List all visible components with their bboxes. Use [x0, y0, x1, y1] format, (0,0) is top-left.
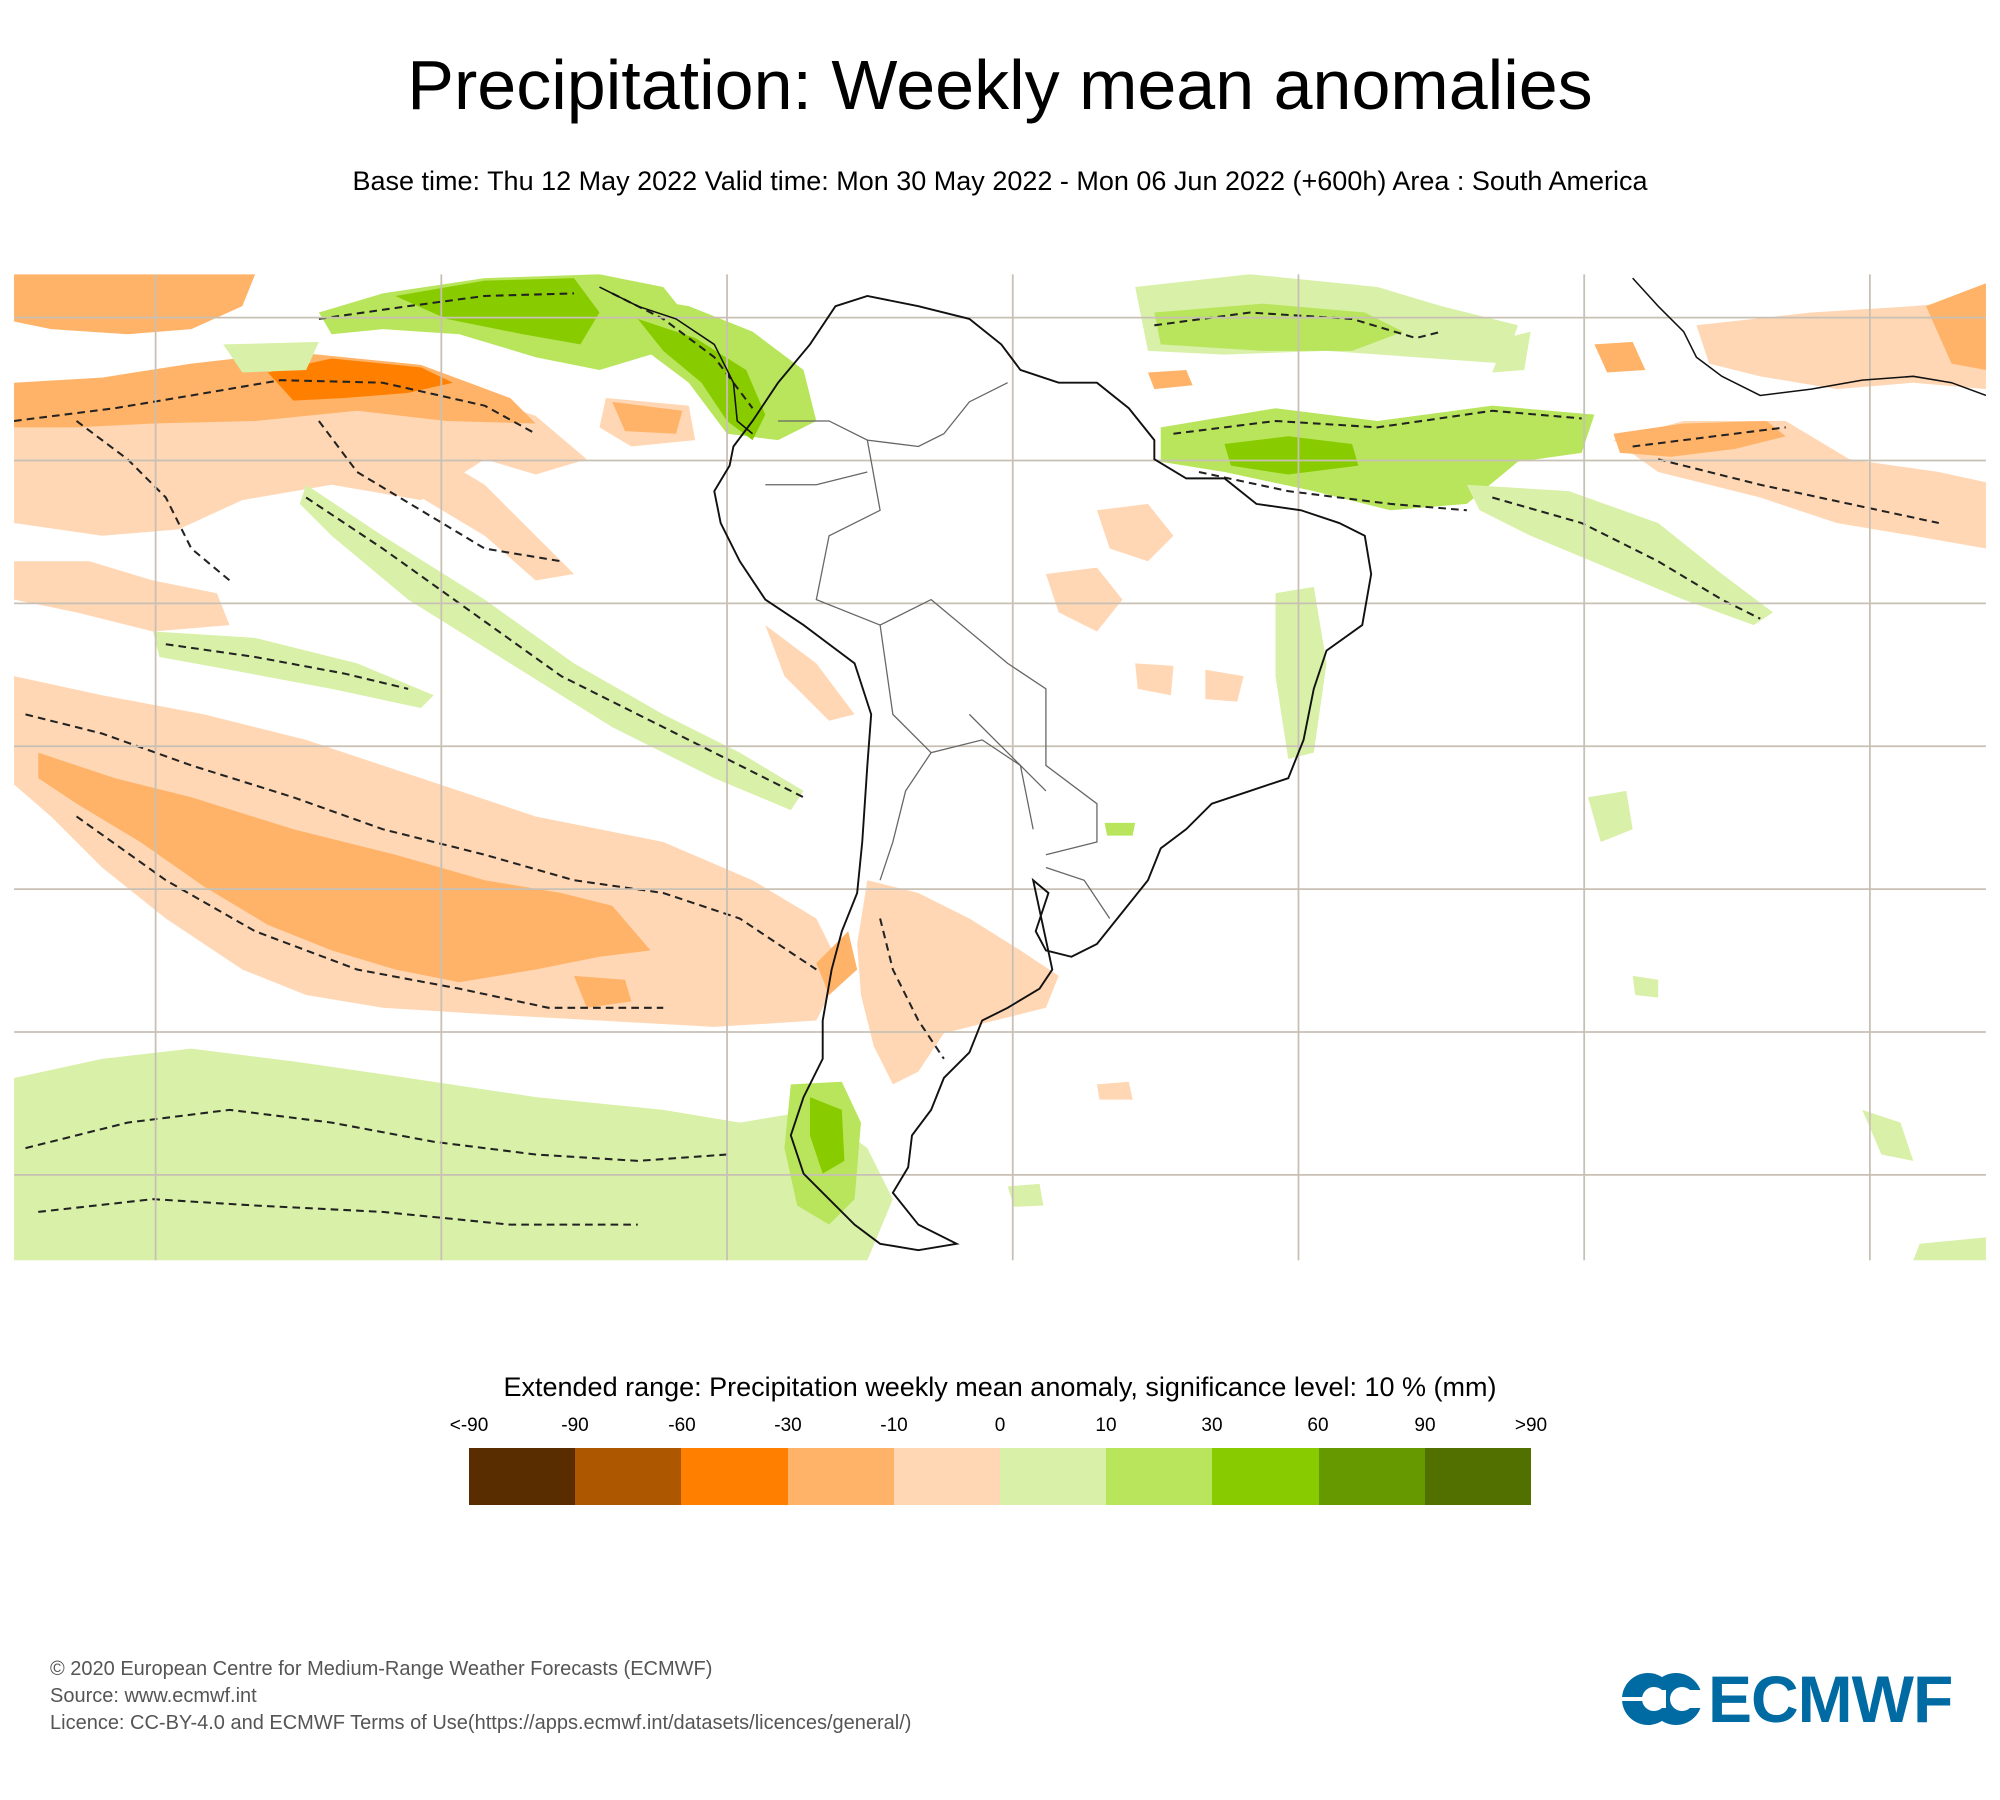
- page-title: Precipitation: Weekly mean anomalies: [407, 46, 1593, 124]
- positive-anomaly-region: [1862, 1109, 1914, 1161]
- legend-label: -30: [774, 1415, 802, 1436]
- negative-anomaly-region: [857, 880, 1059, 1085]
- legend-swatch: [1424, 1448, 1532, 1505]
- positive-anomaly-region: [1007, 1183, 1044, 1207]
- legend-label: 0: [994, 1415, 1006, 1436]
- graticule: [14, 274, 1986, 1261]
- central-america-coastline: [599, 286, 754, 435]
- negative-anomaly-region: [1045, 567, 1123, 632]
- positive-anomaly-region: [1466, 484, 1773, 626]
- south-america-coastline: [713, 294, 1373, 1252]
- negative-anomaly-region: [1135, 663, 1174, 696]
- ecmwf-logo-icon: [1620, 1673, 1704, 1725]
- negative-anomaly-region: [573, 975, 632, 1008]
- legend-swatch: [681, 1448, 788, 1505]
- footer: © 2020 European Centre for Medium-Range …: [50, 1656, 911, 1737]
- negative-anomaly-region: [1696, 299, 1986, 390]
- source-text: Source: www.ecmwf.int: [50, 1685, 257, 1707]
- legend-swatch: [469, 1448, 576, 1505]
- negative-anomaly-region: [38, 752, 651, 983]
- legend-title: Extended range: Precipitation weekly mea…: [503, 1372, 1497, 1402]
- negative-anomaly-region: [765, 625, 855, 721]
- negative-anomaly-region: [267, 358, 453, 401]
- anomaly-shading: [14, 274, 1986, 1261]
- legend-label: -90: [561, 1415, 589, 1436]
- negative-anomaly-region: [331, 433, 574, 581]
- positive-anomaly-region: [637, 318, 766, 441]
- positive-anomaly-region: [1160, 405, 1595, 511]
- positive-anomaly-region: [223, 341, 319, 373]
- positive-anomaly-region: [1492, 331, 1531, 373]
- positive-anomaly-region: [809, 1097, 845, 1174]
- legend-label: <-90: [449, 1415, 489, 1436]
- ecmwf-logo: ECMWF: [1620, 1662, 1956, 1736]
- legend-swatch: [1000, 1448, 1107, 1505]
- positive-anomaly-region: [1104, 822, 1136, 836]
- legend-labels: <-90 -90 -60 -30 -10 0 10 30 60 90 >90: [0, 1414, 2000, 1438]
- negative-anomaly-region: [1926, 283, 1986, 370]
- positive-anomaly-region: [1154, 303, 1404, 351]
- legend-label: 60: [1307, 1415, 1329, 1436]
- legend-label: -60: [668, 1415, 696, 1436]
- negative-anomaly-region: [612, 401, 683, 434]
- negative-anomaly-region: [1096, 503, 1174, 562]
- negative-anomaly-region: [816, 931, 858, 996]
- legend-swatch: [787, 1448, 894, 1505]
- legend-swatch: [575, 1448, 682, 1505]
- positive-anomaly-region: [14, 1048, 893, 1261]
- legend-label: 90: [1414, 1415, 1436, 1436]
- page-subtitle: Base time: Thu 12 May 2022 Valid time: M…: [352, 166, 1648, 196]
- legend-label: 10: [1095, 1415, 1117, 1436]
- legend-label: -10: [880, 1415, 908, 1436]
- legend-label: 30: [1201, 1415, 1223, 1436]
- positive-anomaly-region: [299, 484, 804, 811]
- legend-colorbar: [469, 1448, 1532, 1505]
- positive-anomaly-region: [1588, 790, 1633, 842]
- negative-anomaly-region: [1147, 369, 1193, 390]
- legend-swatch: [893, 1448, 1001, 1505]
- legend-label: >90: [1514, 1415, 1548, 1436]
- licence-text: Licence: CC-BY-4.0 and ECMWF Terms of Us…: [50, 1712, 912, 1734]
- positive-anomaly-region: [1275, 586, 1327, 760]
- legend-swatch: [1106, 1448, 1213, 1505]
- positive-anomaly-region: [1632, 975, 1659, 998]
- negative-anomaly-region: [14, 274, 256, 335]
- positive-anomaly-region: [1913, 1237, 1986, 1261]
- copyright-text: © 2020 European Centre for Medium-Range …: [50, 1658, 713, 1680]
- negative-anomaly-region: [1594, 341, 1646, 373]
- country-borders: [765, 382, 1111, 919]
- negative-anomaly-region: [1613, 420, 1986, 549]
- legend-swatch: [1318, 1448, 1425, 1505]
- negative-anomaly-region: [14, 561, 230, 632]
- ecmwf-wordmark: ECMWF: [1708, 1662, 1953, 1736]
- negative-anomaly-region: [1096, 1081, 1133, 1100]
- positive-anomaly-region: [153, 631, 434, 709]
- africa-coastline: [1632, 277, 1986, 397]
- legend-swatch: [1212, 1448, 1319, 1505]
- positive-anomaly-region: [1224, 436, 1359, 475]
- negative-anomaly-region: [1205, 669, 1244, 702]
